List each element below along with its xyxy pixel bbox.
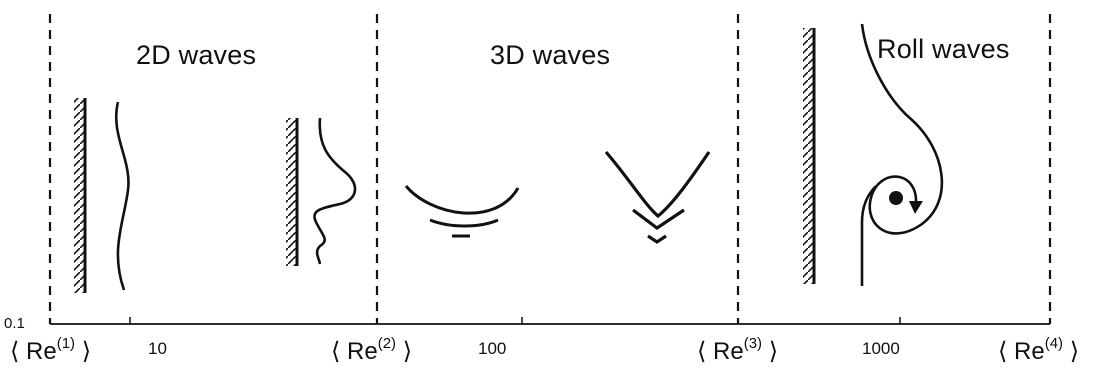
- re-bound-label-3: ⟨ Re(3) ⟩: [697, 335, 779, 365]
- region-title-3d-waves: 3D waves: [490, 40, 611, 70]
- re-bound-label-2: ⟨ Re(2) ⟩: [331, 335, 413, 365]
- region-title-roll-waves: Roll waves: [877, 34, 1010, 64]
- tick-label-1000: 1000: [862, 339, 900, 358]
- re-bound-label-4: ⟨ Re(4) ⟩: [998, 335, 1080, 365]
- wave-profile-2d-solitary: [313, 117, 357, 265]
- roll-wave-base: [860, 185, 877, 286]
- roll-vortex-core: [889, 191, 903, 205]
- roll-wave-profile: [860, 23, 944, 235]
- tick-label-100: 100: [478, 339, 507, 358]
- wave-profile-2d-smooth: [115, 101, 130, 291]
- wall-2d-left: [74, 98, 87, 293]
- region-title-2d-waves: 2D waves: [136, 40, 257, 70]
- re-bound-label-1: ⟨ Re(1) ⟩: [10, 335, 92, 365]
- wall-roll: [803, 28, 816, 284]
- roll-arrow-head: [909, 201, 923, 214]
- axis-min-label: 0.1: [4, 315, 25, 332]
- wave-crest-v-shape: [604, 150, 711, 244]
- wall-2d-right: [286, 118, 299, 266]
- tick-label-10: 10: [148, 339, 167, 358]
- wave-crest-horseshoe: [404, 185, 520, 238]
